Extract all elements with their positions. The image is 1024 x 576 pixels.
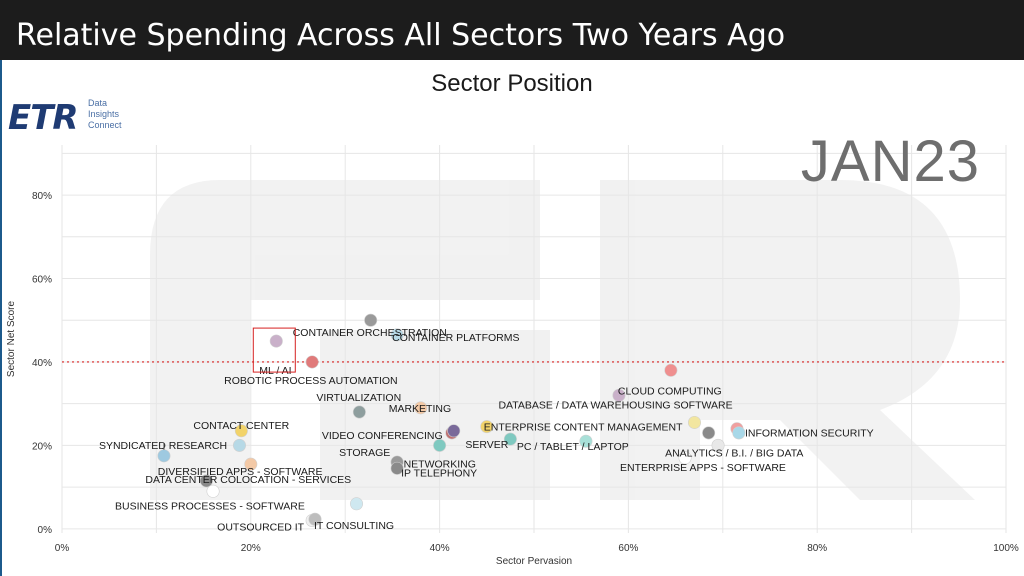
point-label: DATA CENTER COLOCATION - SERVICES — [145, 474, 351, 486]
data-point — [390, 328, 404, 342]
point-label: CONTACT CENTER — [193, 420, 289, 432]
point-label: VIDEO CONFERENCING — [322, 430, 443, 442]
data-point — [447, 424, 461, 438]
point-label: IP TELEPHONY — [401, 467, 477, 479]
data-points — [157, 313, 746, 527]
data-point — [702, 426, 716, 440]
point-label: ANALYTICS / B.I. / BIG DATA — [665, 447, 803, 459]
y-tick-label: 20% — [32, 441, 52, 452]
point-label: CONTAINER ORCHESTRATION — [293, 327, 447, 339]
data-point — [308, 512, 322, 526]
data-point — [244, 457, 258, 471]
point-label: IT CONSULTING — [314, 520, 394, 532]
point-label: BUSINESS PROCESSES - SOFTWARE — [115, 500, 305, 512]
y-tick-label: 80% — [32, 191, 52, 202]
point-label: INFORMATION SECURITY — [745, 428, 874, 440]
axes: 0% 20% 40% 60% 80% 0% 20% 40% 60% 80% 100% Sector P… — [6, 191, 1019, 567]
point-label: SYNDICATED RESEARCH — [99, 440, 227, 452]
point-label: ENTERPRISE CONTENT MANAGEMENT — [484, 422, 683, 434]
data-point — [711, 438, 725, 452]
point-label: DIVERSIFIED APPS - SOFTWARE — [158, 466, 323, 478]
y-tick-label: 60% — [32, 275, 52, 286]
x-tick-label: 60% — [618, 543, 638, 554]
data-point — [350, 497, 364, 511]
x-tick-label: 100% — [993, 543, 1019, 554]
y-tick-label: 40% — [32, 358, 52, 369]
data-point — [433, 438, 447, 452]
data-point — [687, 415, 701, 429]
data-point — [206, 484, 220, 498]
point-label: MARKETING — [389, 403, 451, 415]
etr-logo: ETR Data Insights Connect — [8, 98, 122, 138]
y-tick-label: 0% — [38, 525, 53, 536]
left-accent-rule — [0, 60, 2, 576]
highlight-box — [252, 327, 296, 373]
point-label: ROBOTIC PROCESS AUTOMATION — [224, 375, 397, 387]
data-point — [503, 432, 517, 446]
point-label: VIRTUALIZATION — [316, 392, 401, 404]
point-label: ML / AI — [259, 365, 291, 377]
point-label: DATABASE / DATA WAREHOUSING SOFTWARE — [498, 399, 732, 411]
point-label: NETWORKING — [404, 458, 476, 470]
point-label: ENTERPRISE APPS - SOFTWARE — [620, 462, 786, 474]
point-label: CLOUD COMPUTING — [618, 385, 722, 397]
x-tick-label: 40% — [430, 543, 450, 554]
x-axis-label: Sector Pervasion — [496, 556, 572, 567]
data-point — [234, 424, 248, 438]
point-label: CONTAINER PLATFORMS — [392, 332, 519, 344]
x-tick-label: 20% — [241, 543, 261, 554]
data-point — [232, 438, 246, 452]
data-point — [352, 405, 366, 419]
data-point — [364, 313, 378, 327]
data-point — [414, 401, 428, 415]
grid-lines — [61, 145, 1007, 533]
data-point — [678, 451, 692, 465]
point-label: OUTSOURCED IT — [217, 521, 305, 533]
data-point — [732, 426, 746, 440]
data-point — [199, 474, 213, 488]
date-stamp: JAN23 — [800, 129, 980, 194]
chart-title: Sector Position — [431, 70, 593, 97]
data-point — [612, 388, 626, 402]
data-point — [480, 420, 494, 434]
data-point — [269, 334, 283, 348]
y-axis-label: Sector Net Score — [6, 300, 17, 377]
data-point — [390, 461, 404, 475]
logo-tagline: Data Insights Connect — [88, 98, 122, 130]
slide-title: Relative Spending Across All Sectors Two… — [16, 18, 786, 53]
data-point — [664, 363, 678, 377]
logo-mark: ETR — [8, 98, 79, 138]
point-label: PC / TABLET / LAPTOP — [517, 441, 629, 453]
x-tick-label: 80% — [807, 543, 827, 554]
data-point — [305, 355, 319, 369]
point-label: STORAGE — [339, 447, 390, 459]
point-label: SERVER — [465, 439, 508, 451]
data-point — [579, 434, 593, 448]
slide-title-bar: Relative Spending Across All Sectors Two… — [0, 0, 1024, 60]
x-tick-label: 0% — [55, 543, 70, 554]
